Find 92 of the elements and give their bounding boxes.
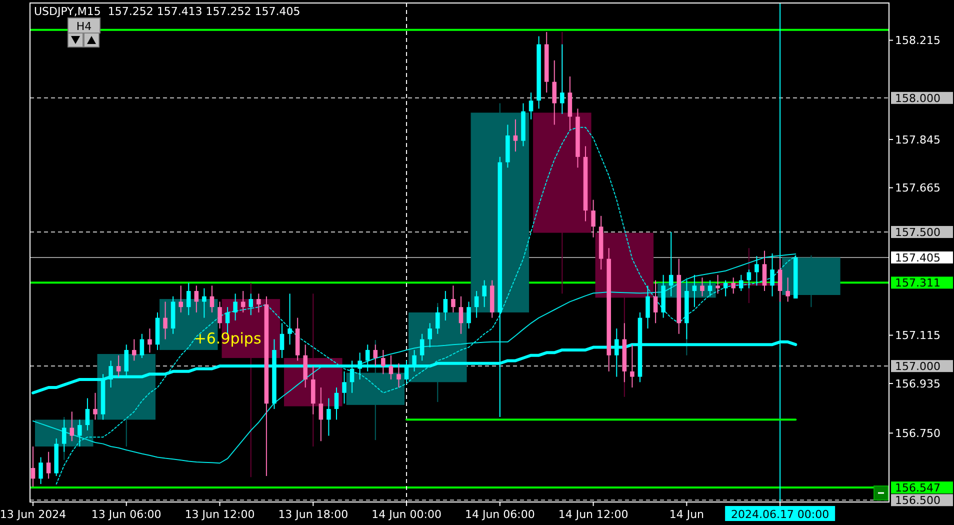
x-tick-label: 13 Jun 18:00	[278, 508, 348, 521]
candlestick	[365, 344, 370, 372]
candlestick	[108, 360, 113, 388]
candlestick	[218, 301, 222, 330]
candlestick	[140, 333, 144, 359]
candlestick	[458, 296, 464, 334]
candlestick	[248, 293, 254, 316]
candlestick	[451, 285, 456, 313]
candlestick	[404, 360, 409, 383]
candlestick	[692, 274, 697, 308]
candlestick	[762, 250, 767, 292]
x-tick-label: 2024.06.17 00:00	[730, 508, 830, 521]
candlestick	[786, 277, 790, 302]
x-tick-label: 13 Jun 2024	[0, 508, 66, 521]
candlestick	[716, 274, 720, 294]
candlestick	[85, 398, 90, 431]
candlestick	[466, 301, 471, 330]
candlestick	[288, 293, 292, 346]
candlestick	[646, 285, 650, 330]
x-tick-label: 13 Jun 12:00	[184, 508, 255, 521]
y-tick-label: 157.845	[895, 133, 940, 146]
ref-line-label: 157.311	[895, 276, 940, 290]
candlestick	[194, 285, 199, 313]
ref-line-label: 156.500	[895, 494, 940, 507]
ref-line-label: 157.500	[895, 226, 940, 239]
x-tick-label: 14 Jun	[669, 508, 704, 521]
x-tick-label: 14 Jun 00:00	[372, 508, 442, 521]
candlestick	[318, 387, 324, 442]
ref-line-label: 158.000	[895, 92, 940, 105]
candlestick	[326, 398, 331, 436]
candlestick	[240, 290, 246, 313]
candlestick	[482, 280, 486, 308]
ref-line-label: 156.547	[895, 481, 940, 494]
candlestick	[770, 252, 774, 297]
candlestick	[552, 60, 557, 126]
candlestick	[412, 349, 416, 372]
candlestick	[78, 419, 82, 447]
candlestick	[778, 258, 782, 302]
ref-line-label: 157.405	[895, 251, 940, 264]
candlestick	[723, 280, 728, 297]
y-tick-label: 156.935	[895, 377, 940, 390]
candlestick	[210, 285, 214, 313]
candlestick	[358, 352, 362, 380]
candlestick	[731, 277, 736, 294]
x-tick-label: 14 Jun 06:00	[464, 508, 535, 521]
candlestick	[436, 306, 440, 334]
candlestick	[38, 456, 43, 485]
candlestick	[528, 92, 534, 120]
candlestick	[388, 354, 394, 380]
candlestick	[163, 301, 168, 340]
ref-line-label: 157.000	[895, 360, 940, 373]
candlestick	[116, 354, 121, 378]
candlestick	[700, 277, 704, 297]
candlestick	[280, 322, 284, 359]
candlestick	[178, 285, 183, 313]
candlestick	[70, 411, 74, 442]
y-tick-label: 157.115	[895, 329, 940, 342]
candlestick	[334, 387, 339, 420]
candlestick	[132, 338, 136, 362]
candlestick	[202, 288, 206, 318]
candlestick	[653, 280, 658, 324]
candlestick	[346, 340, 405, 441]
candlestick	[46, 451, 51, 480]
y-tick-label: 158.215	[895, 34, 940, 48]
candlestick	[668, 231, 674, 297]
y-tick-label: 157.665	[895, 182, 940, 195]
annotation: H4	[76, 20, 92, 33]
candlestick	[591, 199, 596, 238]
candlestick	[30, 446, 36, 488]
candlestick	[428, 322, 432, 348]
candlestick	[420, 333, 424, 362]
candlestick	[739, 274, 744, 292]
candlestick	[754, 256, 759, 286]
candlestick	[256, 293, 261, 313]
candlestick	[93, 392, 98, 420]
candlestick	[381, 349, 386, 375]
y-tick-label: 156.750	[895, 426, 940, 440]
candlestick	[630, 344, 634, 388]
x-tick-label: 14 Jun 12:00	[558, 508, 628, 521]
candlestick	[233, 293, 238, 321]
x-tick-label: 13 Jun 06:00	[91, 508, 162, 521]
candlestick	[560, 44, 564, 115]
candlestick	[708, 280, 712, 297]
candlestick	[443, 290, 448, 321]
chart-title: USDJPY,M15 157.252 157.413 157.252 157.405	[34, 5, 300, 18]
candlestick	[373, 344, 378, 367]
candlestick	[342, 370, 346, 404]
candlestick	[148, 328, 152, 354]
candlestick	[396, 362, 401, 388]
annotation: +6.9pips	[194, 329, 262, 348]
candlestick	[513, 118, 518, 152]
candlestick	[474, 290, 479, 318]
